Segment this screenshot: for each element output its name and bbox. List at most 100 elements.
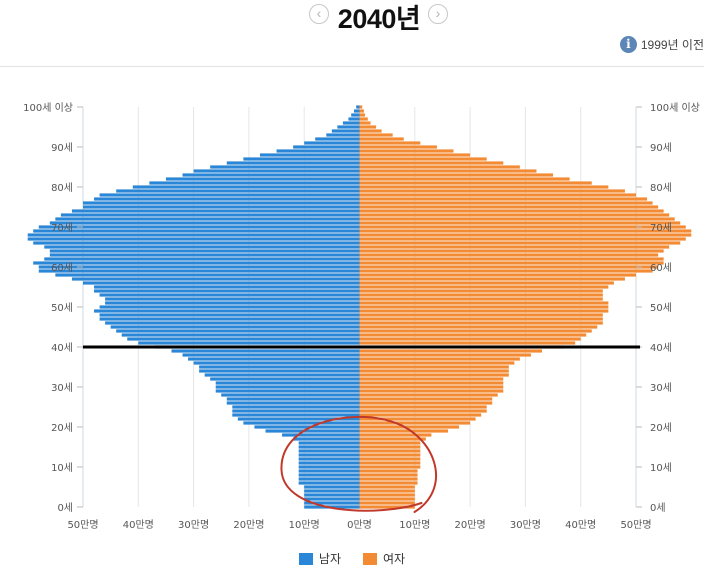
bar-female <box>359 429 448 433</box>
x-tick-label: 30만명 <box>510 519 541 531</box>
bar-male <box>55 273 360 277</box>
bar-male <box>99 305 360 309</box>
bar-female <box>359 281 614 285</box>
population-pyramid-chart: 0세 0세 10세 10세 20세 20세 30세 30세 40세 40세 50세 50세 60세 60세… <box>23 102 700 531</box>
bar-female <box>359 489 415 493</box>
bar-male <box>105 297 360 301</box>
bar-male <box>298 453 360 457</box>
bar-female <box>359 133 393 137</box>
chevron-left-icon[interactable]: ‹ <box>309 4 329 24</box>
bar-male <box>304 501 360 505</box>
y-tick-label-right: 90세 <box>650 142 672 154</box>
bar-female <box>359 377 504 381</box>
bar-male <box>49 221 360 225</box>
bar-male <box>199 369 360 373</box>
bar-female <box>359 125 377 129</box>
bar-female <box>359 437 426 441</box>
bar-female <box>359 177 570 181</box>
bar-female <box>359 245 670 249</box>
bar-male <box>342 121 360 125</box>
annotation-circle <box>280 415 438 513</box>
y-tick-label-left: 80세 <box>51 182 73 194</box>
bar-male <box>232 405 360 409</box>
bar-female <box>359 365 509 369</box>
bar-male <box>38 225 360 229</box>
bar-female <box>359 361 515 365</box>
bar-female <box>359 285 609 289</box>
bar-male <box>105 321 360 325</box>
bar-female <box>359 353 531 357</box>
chevron-right-icon[interactable]: › <box>428 4 448 24</box>
bar-male <box>149 181 360 185</box>
bar-female <box>359 209 664 213</box>
bar-female <box>359 289 603 293</box>
bar-female <box>359 241 681 245</box>
bar-male <box>83 201 360 205</box>
bar-male <box>293 145 360 149</box>
bar-male <box>38 265 360 269</box>
bar-male <box>304 489 360 493</box>
bar-male <box>33 229 360 233</box>
bar-female <box>359 149 454 153</box>
bar-female <box>359 497 415 501</box>
bar-male <box>298 477 360 481</box>
bar-female <box>359 341 576 345</box>
x-tick-label: 50만명 <box>67 519 98 531</box>
bar-male <box>171 349 360 353</box>
bar-female <box>359 313 603 317</box>
x-tick-label: 20만명 <box>455 519 486 531</box>
bar-female <box>359 469 418 473</box>
y-tick-label-left: 0세 <box>57 502 73 514</box>
x-tick-label: 10만명 <box>399 519 430 531</box>
bar-female <box>359 473 418 477</box>
bar-male <box>226 401 360 405</box>
bar-female <box>359 329 592 333</box>
y-tick-label-right: 70세 <box>650 222 672 234</box>
bar-male <box>304 141 360 145</box>
bar-female <box>359 333 587 337</box>
before-1999-link[interactable]: i 1999년 이전 <box>619 34 704 54</box>
bar-female <box>359 385 504 389</box>
bar-female <box>359 269 653 273</box>
y-tick-label-right: 30세 <box>650 382 672 394</box>
bar-female <box>359 169 537 173</box>
bar-female <box>359 401 493 405</box>
y-tick-label-left: 50세 <box>51 302 73 314</box>
y-tick-label-right: 10세 <box>650 462 672 474</box>
bar-male <box>188 357 360 361</box>
bar-male <box>243 157 360 161</box>
bar-male <box>282 433 360 437</box>
bar-female <box>359 117 368 121</box>
legend-item-male[interactable]: 남자 <box>298 550 341 567</box>
bar-male <box>348 117 360 121</box>
bar-male <box>298 481 360 485</box>
bar-male <box>116 189 360 193</box>
bar-female <box>359 173 554 177</box>
bar-male <box>232 409 360 413</box>
bar-female <box>359 485 415 489</box>
bar-male <box>304 493 360 497</box>
bar-female <box>359 181 592 185</box>
bar-female <box>359 237 686 241</box>
bar-male <box>298 449 360 453</box>
y-tick-label-left: 90세 <box>51 142 73 154</box>
legend-item-female[interactable]: 여자 <box>363 550 405 567</box>
bar-male <box>27 233 360 237</box>
bar-male <box>237 417 360 421</box>
bar-female <box>359 409 487 413</box>
bar-female <box>359 129 382 133</box>
bar-male <box>38 269 360 273</box>
y-tick-label-right: 20세 <box>650 422 672 434</box>
bar-female <box>359 301 609 305</box>
bar-female <box>359 397 493 401</box>
bar-male <box>210 377 360 381</box>
before-1999-label: 1999년 이전 <box>640 37 704 52</box>
bar-female <box>359 445 421 449</box>
bar-male <box>193 169 360 173</box>
bar-male <box>226 397 360 401</box>
bar-female <box>359 441 421 445</box>
bar-female <box>359 185 609 189</box>
bar-female <box>359 433 432 437</box>
bar-female <box>359 249 664 253</box>
bar-male <box>259 153 360 157</box>
